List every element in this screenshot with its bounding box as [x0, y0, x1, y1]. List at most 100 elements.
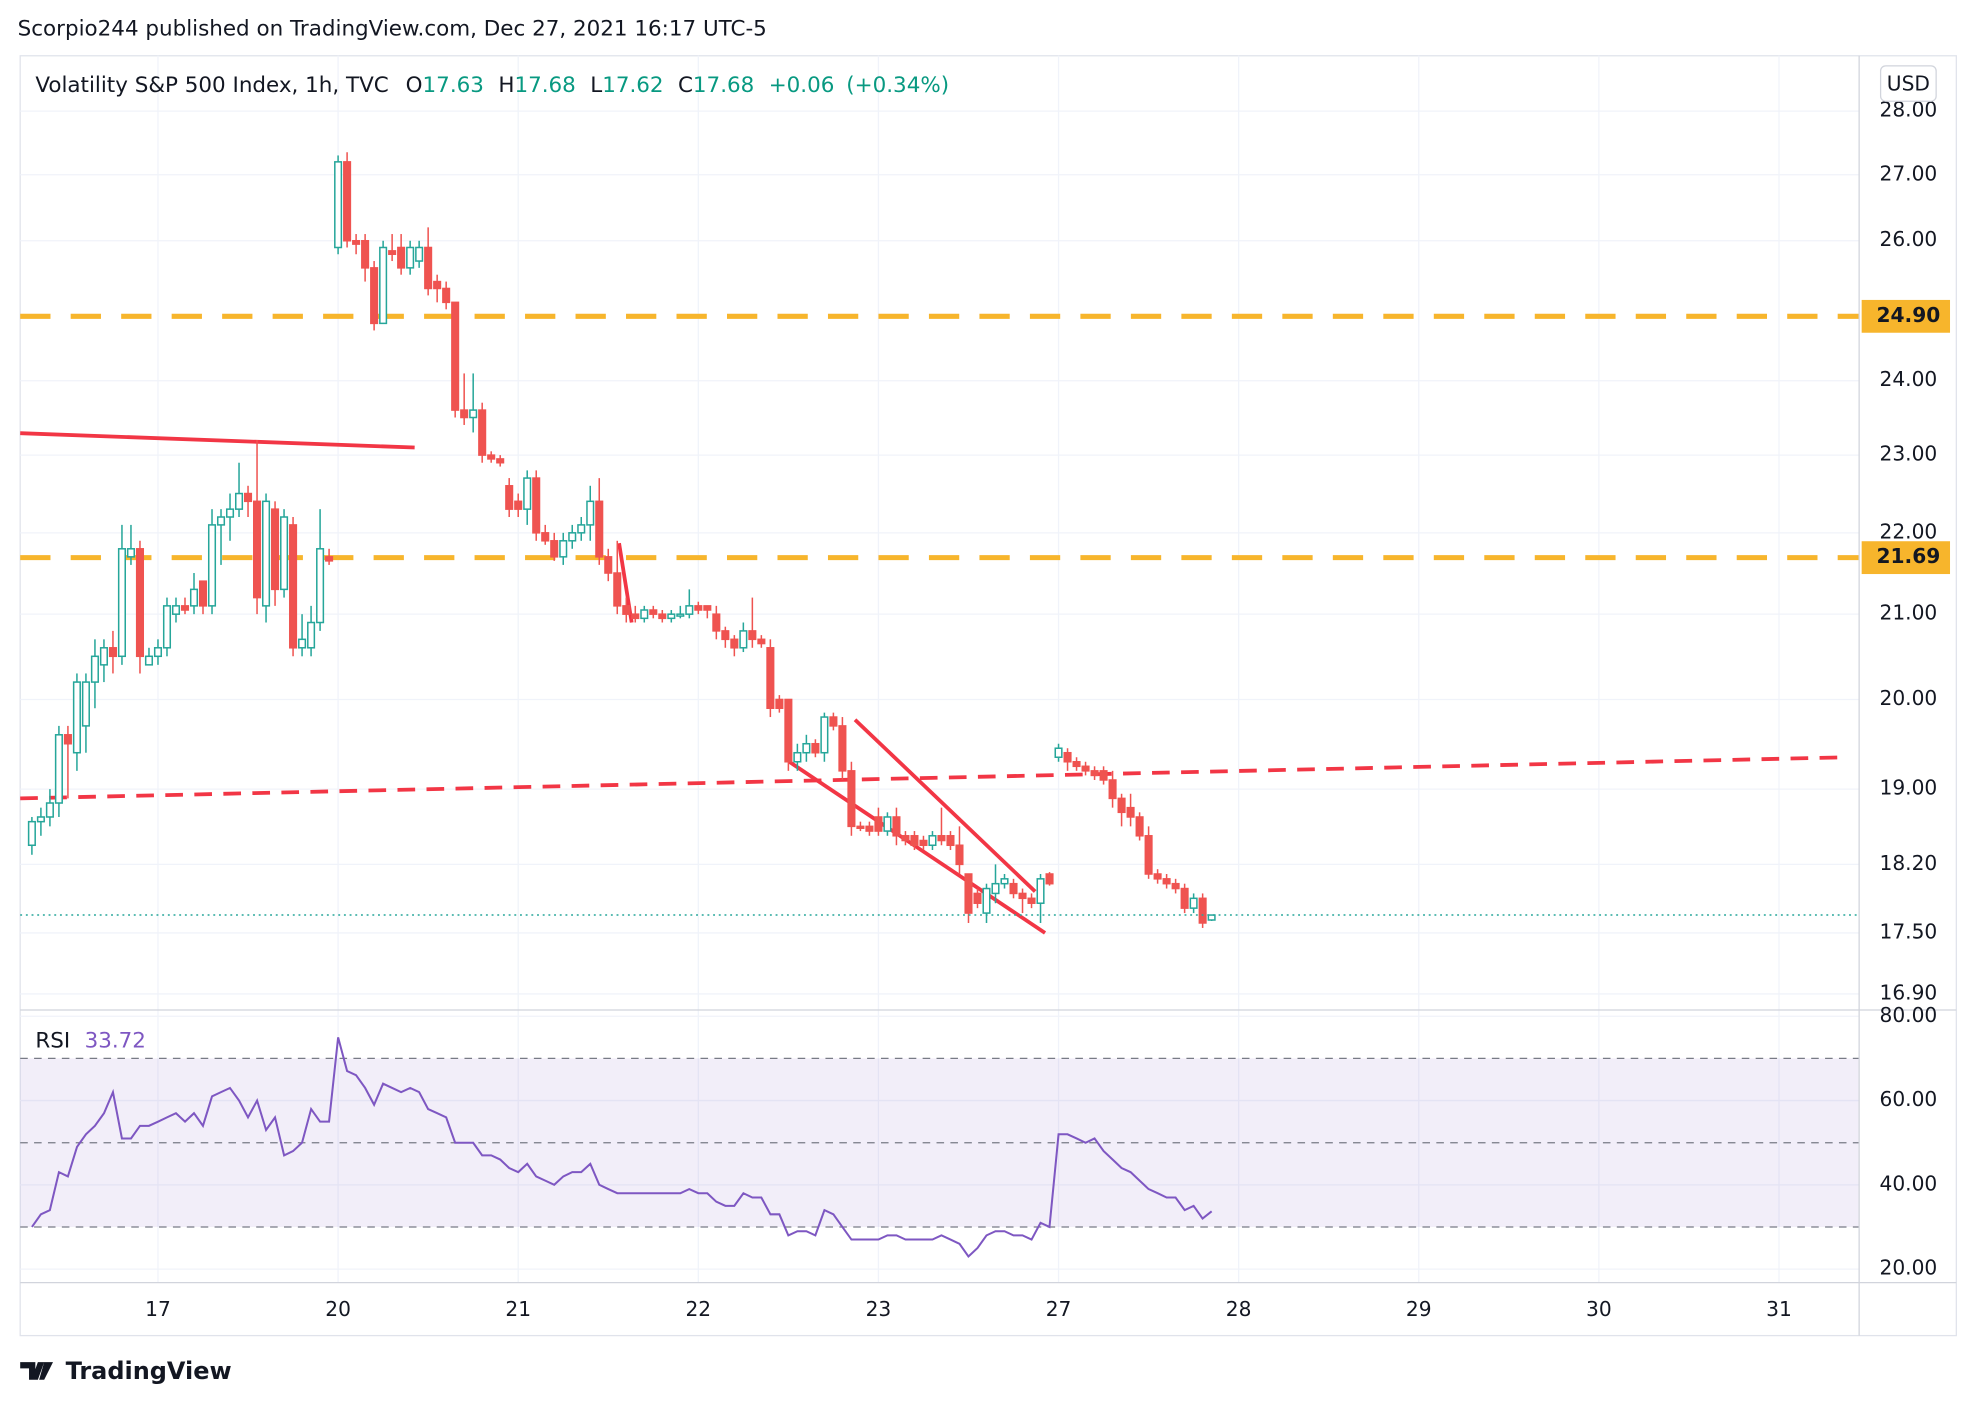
candle-body [1000, 878, 1009, 885]
candle-body [748, 630, 757, 641]
rsi-value: 33.72 [85, 1029, 146, 1054]
candle-body [613, 572, 622, 607]
candle-body [1054, 747, 1063, 758]
trend-line [853, 718, 1037, 893]
legend: Volatility S&P 500 Index, 1h, TVC O17.63… [35, 73, 949, 98]
candle-body [676, 613, 685, 617]
candle-body [1099, 770, 1108, 781]
candle-body [144, 655, 154, 666]
candle-body [189, 588, 199, 607]
candle-body [1207, 914, 1216, 921]
candle-body [442, 287, 451, 304]
candle-body [280, 516, 289, 591]
candle-body [694, 605, 703, 611]
candle-body [198, 580, 208, 607]
candle-body [730, 638, 739, 649]
x-tick-label: 21 [505, 1297, 531, 1321]
publish-header: Scorpio244 published on TradingView.com,… [18, 16, 767, 41]
candle-body [27, 820, 36, 847]
candle-body [1027, 897, 1036, 904]
candle-body [1144, 835, 1153, 875]
candle-body [622, 605, 631, 615]
candle-body [883, 816, 892, 832]
candle-body [586, 500, 595, 526]
candle-body [496, 458, 505, 464]
candle-body [685, 605, 694, 615]
candle-body [514, 500, 523, 510]
candle-body [262, 500, 271, 607]
candle-body [838, 725, 847, 772]
candle-body [1036, 878, 1045, 904]
change: +0.06 [769, 73, 835, 98]
candle-body [469, 409, 478, 419]
brand-logo: TradingView [20, 1357, 232, 1385]
candle-body [1063, 751, 1072, 763]
candle-body [72, 681, 81, 754]
candle-body [1171, 882, 1180, 890]
candle-body [325, 556, 334, 562]
candle-body [460, 409, 469, 419]
candle-body [1126, 806, 1135, 818]
candle-body [874, 816, 883, 832]
candle-body [216, 516, 226, 526]
candle-body [766, 647, 775, 709]
y-tick-label: 22.00 [1879, 519, 1937, 543]
candle-body [532, 477, 541, 534]
currency-box[interactable] [1879, 65, 1937, 102]
candle-body [135, 548, 145, 658]
ohlc-label: L [590, 73, 602, 98]
candle-body [955, 844, 964, 866]
candle-body [541, 532, 550, 542]
y-tick-label: 19.00 [1879, 776, 1937, 800]
candle-body [433, 280, 442, 290]
candle-body [379, 246, 388, 325]
candle-body [820, 716, 829, 754]
candle-body [99, 647, 108, 666]
ohlc-label: H [498, 73, 514, 98]
candle-body [54, 734, 63, 804]
candle-body [1081, 765, 1090, 772]
candle-body [577, 524, 586, 534]
level-label-box [1861, 541, 1951, 575]
ohlc-value: 17.63 [423, 73, 484, 98]
x-tick-label: 17 [145, 1297, 171, 1321]
candle-body [334, 161, 343, 249]
candle-body [1180, 887, 1189, 909]
candle-body [388, 250, 397, 256]
candle-body [424, 246, 433, 290]
x-tick-label: 20 [325, 1297, 351, 1321]
level-label-box [1861, 299, 1951, 333]
candle-body [901, 835, 910, 842]
candle-body [667, 613, 676, 620]
candle-body [1018, 892, 1027, 900]
candle-body [271, 508, 280, 591]
marks [20, 152, 1860, 1258]
candle-body [1009, 882, 1018, 895]
chart-frame [19, 55, 1957, 1337]
rsi-tick-label: 60.00 [1879, 1087, 1937, 1111]
candle-body [298, 638, 307, 649]
grid [20, 55, 1860, 1283]
candle-body [1117, 797, 1126, 814]
candle-body [595, 500, 604, 558]
candle-body [505, 485, 514, 510]
candle-body [712, 613, 721, 632]
x-tick-label: 29 [1406, 1297, 1432, 1321]
candle-body [829, 716, 838, 727]
x-tick-label: 30 [1586, 1297, 1612, 1321]
level-label: 21.69 [1876, 544, 1940, 568]
y-tick-label: 21.00 [1879, 601, 1937, 625]
change-pct: (+0.34%) [846, 73, 949, 98]
candle-body [361, 239, 370, 269]
candle-body [406, 246, 415, 269]
candle-body [451, 301, 460, 411]
trend-line [20, 431, 415, 450]
candle-body [108, 647, 117, 658]
candle-body [775, 698, 784, 709]
ohlc-value: 17.68 [514, 73, 575, 98]
y-tick-label: 27.00 [1879, 161, 1937, 185]
ohlc-label: C [678, 73, 693, 98]
candle-body [640, 609, 649, 620]
y-tick-label: 24.00 [1879, 367, 1937, 391]
